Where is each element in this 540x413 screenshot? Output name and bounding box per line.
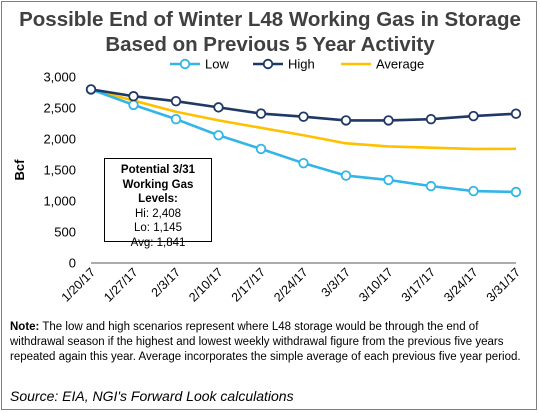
data-point-high [255,108,267,119]
legend-label-low: Low [205,57,229,72]
info-box-avg: Avg: 1,841 [130,236,186,249]
info-box-lo: Lo: 1,145 [134,222,182,234]
series-line-average [90,88,517,151]
info-box-hi: Hi: 2,408 [134,207,182,220]
info-box-heading-line2: Working Gas Levels: [122,178,194,206]
info-box-heading-line1: Potential 3/31 [120,164,196,176]
chart-title-line1: Possible End of Winter L48 Working Gas i… [19,8,521,31]
data-point-high [298,111,309,122]
chart-title-line2: Based on Previous 5 Year Activity [105,33,435,56]
x-tick-label: 3/17/17 [399,265,438,304]
x-tick-label: 1/20/17 [59,265,98,304]
y-tick-label: 1,500 [43,163,76,178]
legend-marker-low [179,58,191,70]
footnote-text: The low and high scenarios represent whe… [10,321,521,363]
data-point-low [128,99,139,111]
data-point-low [340,170,352,181]
data-point-high [340,115,352,126]
source-line: Source: EIA, NGI's Forward Look calculat… [10,388,294,404]
data-point-high [170,95,182,107]
y-tick-label: 0 [69,256,76,271]
data-point-high [128,91,139,102]
data-point-low [383,174,394,186]
data-point-low [468,185,479,197]
y-axis-label: Bcf [12,159,27,181]
data-point-low [170,113,182,125]
y-tick-label: 1,000 [43,194,76,209]
data-point-high [425,113,437,125]
x-tick-label: 2/24/17 [271,265,310,304]
data-point-low [510,186,522,198]
footnote: Note: The low and high scenarios represe… [10,320,532,365]
y-tick-label: 500 [54,225,76,240]
info-box: Potential 3/31 Working Gas Levels: Hi: 2… [104,158,212,249]
data-point-high [213,102,224,113]
data-point-high [383,115,394,126]
data-point-high [85,84,97,95]
x-tick-label: 3/24/17 [441,265,480,304]
data-point-high [468,110,479,122]
x-tick-label: 3/3/17 [319,265,354,300]
legend-marker-high [262,58,274,70]
x-tick-label: 2/3/17 [149,265,184,300]
x-tick-label: 3/10/17 [356,265,395,304]
y-tick-label: 2,500 [43,101,76,116]
legend-label-average: Average [376,57,424,72]
data-point-low [255,143,267,155]
y-tick-label: 3,000 [43,70,76,85]
x-tick-label: 2/10/17 [186,265,225,304]
x-tick-label: 1/27/17 [101,265,140,304]
legend-label-high: High [288,57,315,72]
footnote-label: Note: [10,321,40,333]
data-point-low [298,157,309,169]
data-point-high [510,108,522,119]
data-point-low [213,130,224,141]
x-tick-label: 3/31/17 [484,265,523,304]
x-tick-label: 2/17/17 [229,265,268,304]
data-point-low [425,180,437,192]
y-tick-label: 2,000 [43,132,76,147]
